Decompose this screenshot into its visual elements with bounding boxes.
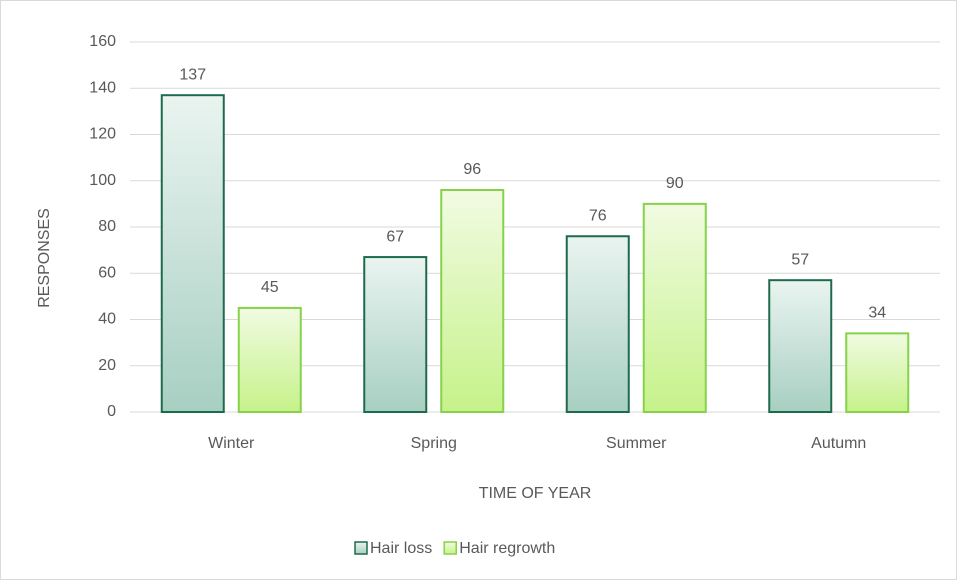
data-label: 67 [386, 228, 404, 245]
legend-swatch [443, 541, 457, 555]
data-label: 34 [868, 305, 886, 322]
y-axis-title: RESPONSES [36, 208, 53, 308]
bar [440, 189, 505, 413]
bar [237, 306, 302, 413]
bar [363, 256, 428, 413]
data-label: 45 [261, 279, 279, 296]
y-tick-label: 40 [98, 311, 116, 328]
bar [642, 202, 707, 413]
y-tick-label: 160 [89, 33, 116, 50]
y-tick-label: 100 [89, 172, 116, 189]
data-label: 137 [179, 66, 206, 83]
legend-label: Hair loss [370, 540, 432, 557]
x-tick-label: Summer [606, 435, 667, 452]
data-label: 76 [589, 207, 607, 224]
legend-label: Hair regrowth [459, 540, 555, 557]
y-tick-label: 60 [98, 264, 116, 281]
bar [845, 332, 910, 413]
data-label: 90 [666, 175, 684, 192]
y-tick-label: 80 [98, 218, 116, 235]
data-label: 96 [463, 161, 481, 178]
y-tick-label: 140 [89, 79, 116, 96]
bar [160, 94, 225, 413]
y-tick-label: 120 [89, 126, 116, 143]
x-tick-label: Winter [208, 435, 255, 452]
bar [565, 235, 630, 413]
y-tick-label: 0 [107, 403, 116, 420]
data-label: 57 [791, 251, 809, 268]
bar [768, 279, 833, 413]
y-tick-label: 20 [98, 357, 116, 374]
x-tick-label: Autumn [811, 435, 866, 452]
x-tick-label: Spring [411, 435, 457, 452]
x-axis-title: TIME OF YEAR [479, 485, 592, 502]
legend-swatch [354, 541, 368, 555]
